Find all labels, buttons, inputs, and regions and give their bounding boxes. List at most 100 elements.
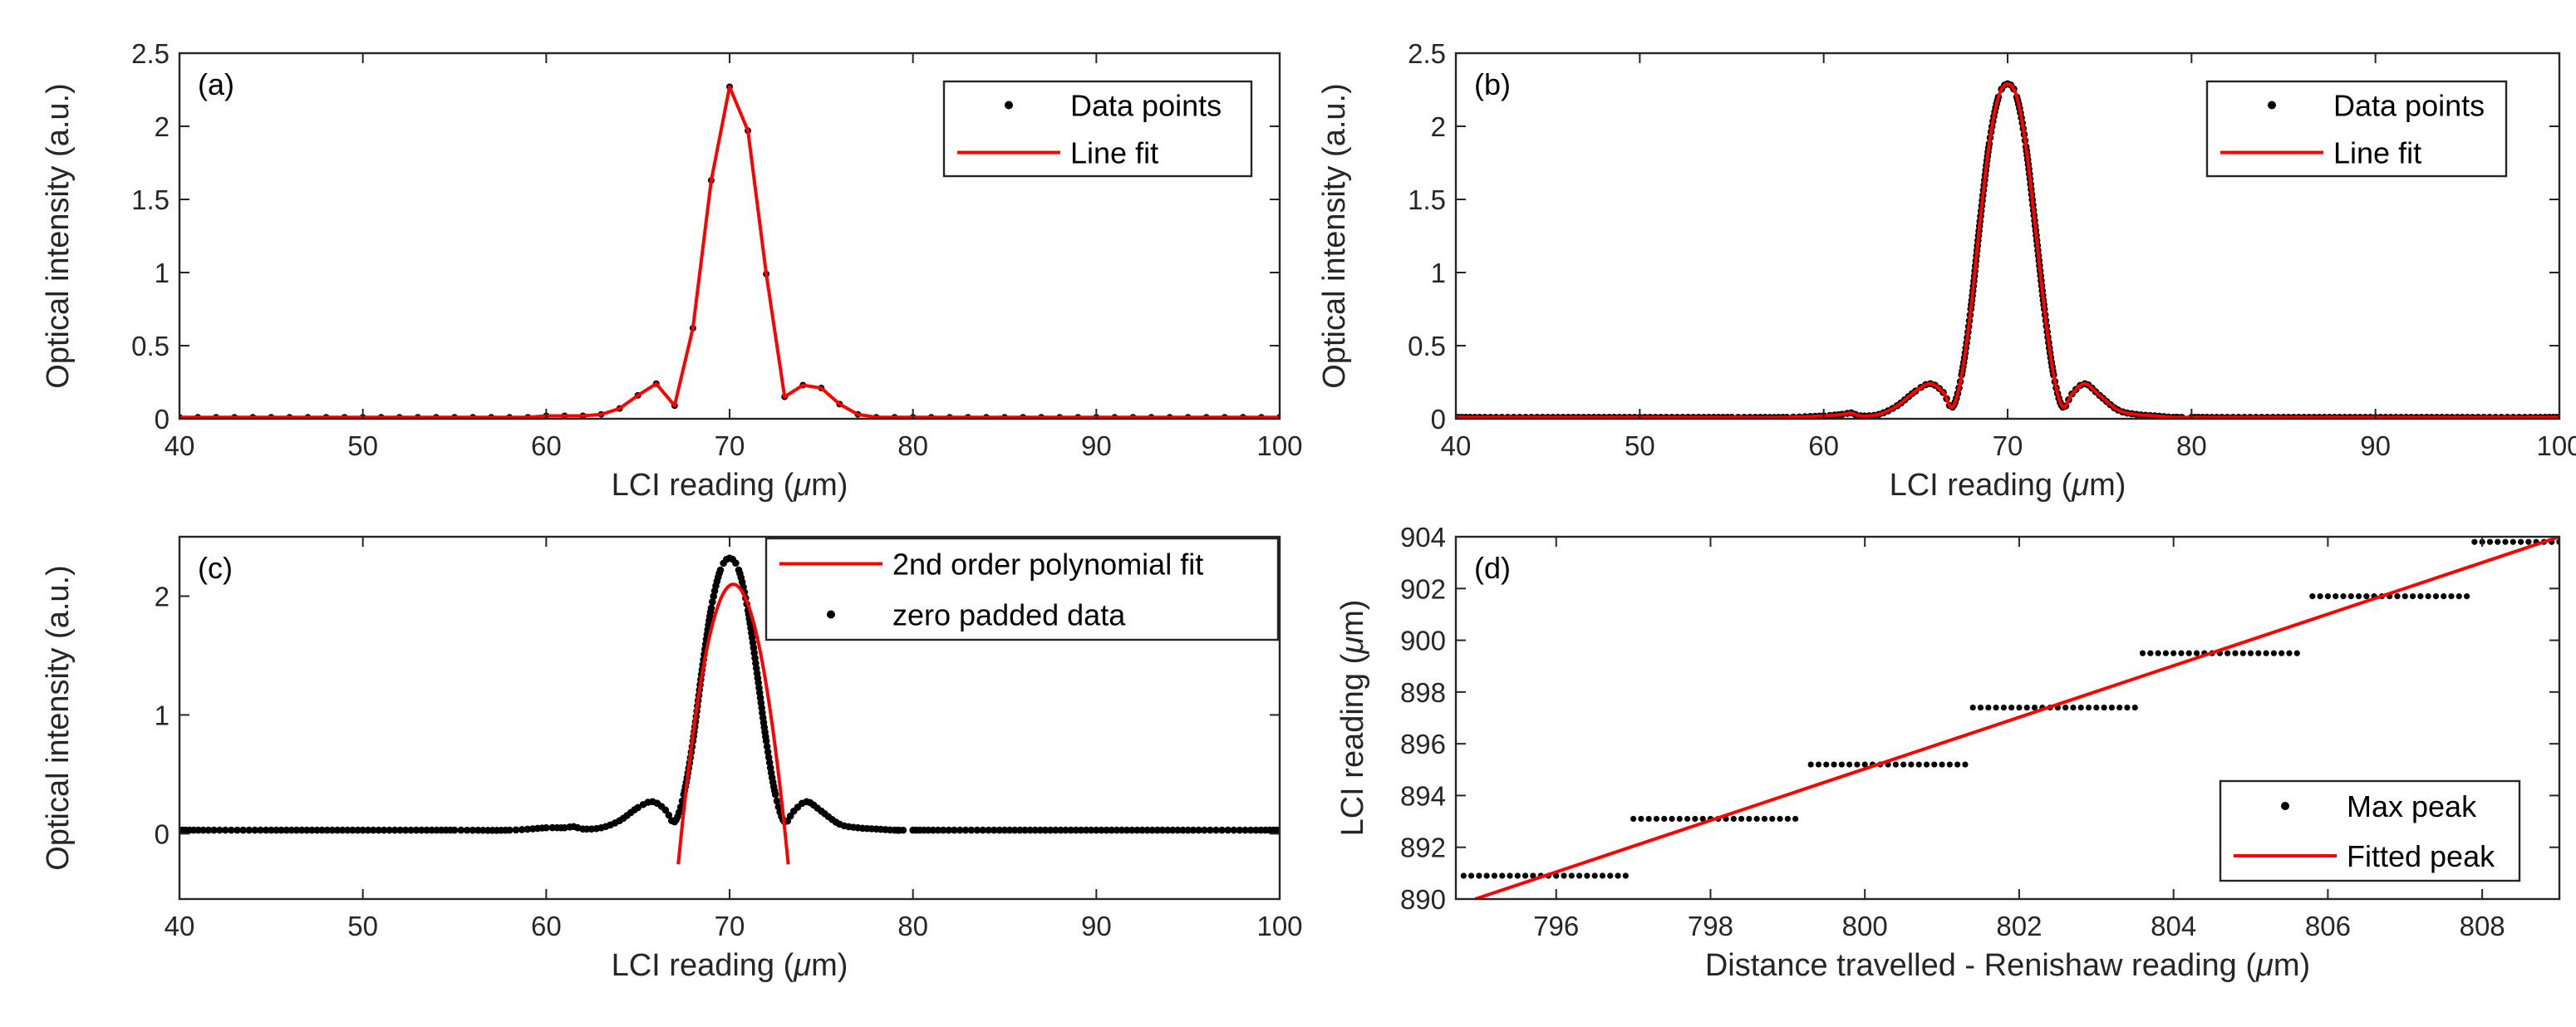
x-tick-label: 60: [531, 911, 562, 941]
panel-label: (d): [1474, 551, 1511, 585]
data-point: [474, 826, 482, 834]
x-tick-label: 100: [2536, 430, 2576, 461]
y-tick-label: 904: [1400, 522, 1446, 553]
data-point: [1093, 826, 1100, 834]
data-point: [1000, 826, 1009, 834]
data-point: [2409, 593, 2416, 600]
y-axis-label: LCI reading (μm): [1335, 600, 1370, 837]
data-point: [2425, 593, 2431, 600]
data-point: [2101, 704, 2107, 711]
legend: Max peak Fitted peak: [2219, 779, 2521, 882]
data-point: [1031, 826, 1040, 834]
y-tick-label: 902: [1400, 573, 1446, 604]
y-label-prefix: LCI reading (: [1335, 653, 1370, 836]
data-point: [1036, 826, 1045, 834]
data-point: [1077, 826, 1085, 834]
data-point: [1153, 826, 1162, 834]
legend-marker-swatch: [2281, 802, 2289, 810]
data-point: [1815, 761, 1822, 768]
panel-a: 40 50 60 70 80 90 100 0 0.5 1 1.5 2 2.5 LCI reading (…: [41, 38, 1303, 503]
data-point: [396, 826, 404, 834]
data-point: [2417, 593, 2424, 600]
data-point: [369, 826, 377, 834]
data-point: [2008, 704, 2015, 711]
data-point: [359, 826, 366, 834]
y-tick-label: 2.5: [1408, 38, 1446, 69]
data-point: [2441, 593, 2447, 600]
x-label-prefix: LCI reading (: [612, 468, 794, 503]
data-point: [1230, 826, 1238, 834]
data-point: [764, 748, 772, 756]
y-axis-label: Optical intensity (a.u.): [1317, 83, 1352, 388]
data-point: [2333, 593, 2339, 600]
data-point: [1218, 826, 1226, 834]
legend: Data points Line fit: [942, 80, 1253, 178]
data-point: [1113, 826, 1121, 834]
data-point: [297, 826, 306, 834]
axes-box: [1454, 535, 2561, 901]
data-point: [1676, 815, 1683, 823]
data-point: [338, 826, 347, 834]
data-point: [1491, 872, 1498, 879]
data-point: [2486, 538, 2494, 545]
data-point: [990, 826, 998, 834]
data-point: [2108, 704, 2115, 711]
data-point: [762, 737, 770, 745]
data-point: [1143, 826, 1151, 834]
legend-entry: Fitted peak: [2347, 839, 2495, 873]
data-point: [1969, 704, 1976, 711]
data-point: [423, 826, 430, 834]
x-axis-label: LCI reading (μm): [612, 468, 848, 503]
y-tick-label: 892: [1400, 833, 1446, 863]
data-point: [1483, 872, 1490, 879]
data-point: [771, 790, 779, 799]
data-point: [2363, 593, 2370, 600]
x-tick-label: 808: [2460, 911, 2505, 941]
data-point: [1568, 872, 1575, 879]
legend-marker-swatch: [1005, 101, 1013, 110]
data-point: [2347, 593, 2354, 600]
y-tick-label: 1.5: [131, 184, 170, 215]
data-point: [1163, 826, 1172, 834]
data-point: [2432, 593, 2440, 600]
data-point: [709, 598, 716, 606]
data-point: [2225, 650, 2231, 656]
data-point: [1807, 761, 1814, 768]
data-point: [1467, 872, 1475, 879]
data-point: [1184, 826, 1192, 834]
data-point: [665, 811, 673, 819]
data-point: [985, 826, 992, 834]
plot-content: [179, 554, 1280, 865]
data-point: [2077, 704, 2084, 711]
data-point: [1692, 815, 1698, 823]
legend-box: [942, 80, 1253, 178]
y-tick-label: 0: [155, 818, 170, 849]
data-point: [1108, 826, 1116, 834]
panel-b: 40 50 60 70 80 90 100 0 0.5 1 1.5 2 2.5 LCI reading (…: [1317, 38, 2576, 503]
data-point: [929, 826, 937, 834]
data-point: [1892, 761, 1899, 768]
data-point: [995, 826, 1004, 834]
panel-label: (a): [198, 67, 234, 101]
data-point: [1607, 872, 1614, 879]
x-tick-label: 90: [2360, 430, 2391, 461]
data-point: [386, 826, 393, 834]
data-point: [1252, 826, 1260, 834]
data-point: [204, 826, 213, 834]
data-point: [234, 826, 241, 834]
y-tick-label: 2: [1431, 111, 1446, 142]
x-label-unit: μ: [2255, 948, 2274, 983]
x-label-suffix: m): [811, 468, 848, 503]
data-point: [2170, 650, 2177, 656]
data-point: [1046, 826, 1054, 834]
data-point: [1087, 826, 1095, 834]
x-label-suffix: m): [811, 948, 848, 983]
legend-box: [2219, 779, 2521, 882]
legend-entry: Data points: [1070, 89, 1222, 123]
x-tick-label: 90: [1081, 430, 1112, 461]
legend-entry: zero padded data: [892, 598, 1126, 632]
data-point: [1189, 826, 1197, 834]
y-tick-label: 2: [155, 581, 170, 612]
data-point: [1098, 826, 1105, 834]
